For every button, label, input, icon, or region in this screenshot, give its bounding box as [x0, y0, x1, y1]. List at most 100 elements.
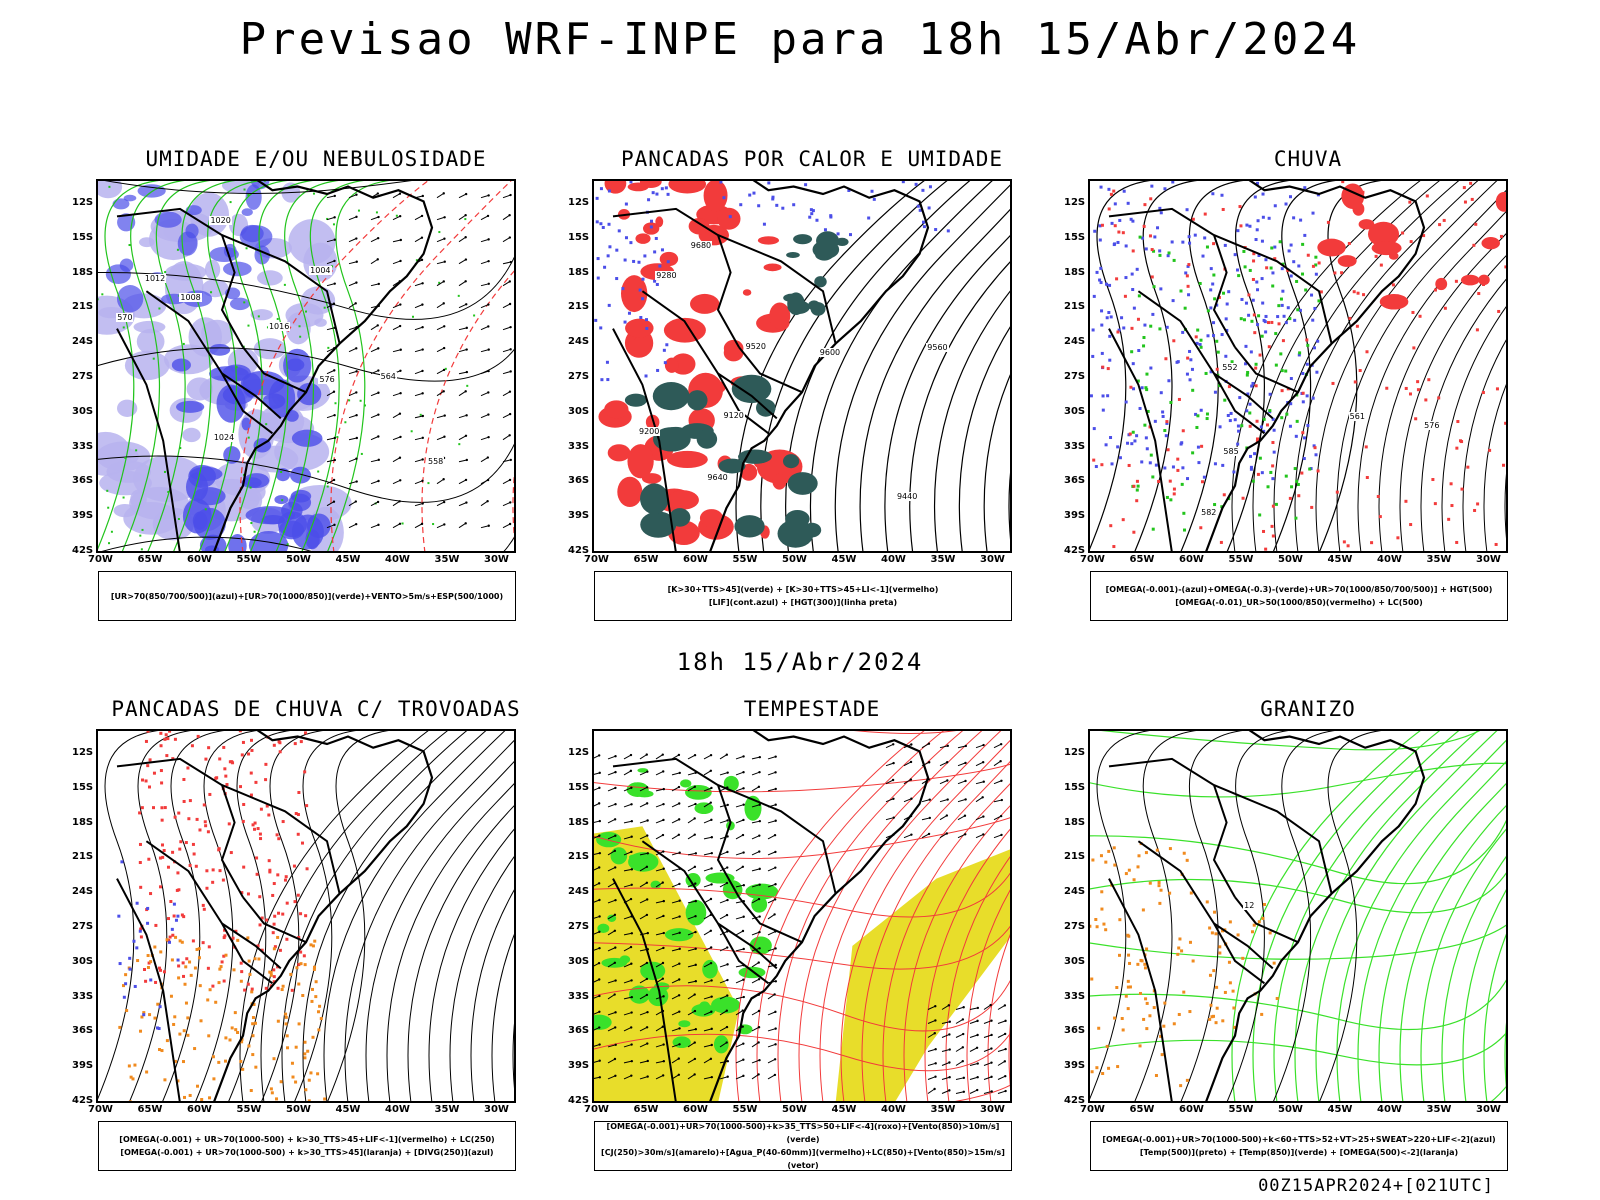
- field-dot: [1116, 330, 1120, 334]
- wind-vector-head: [1003, 1060, 1007, 1063]
- wind-vector-head: [646, 819, 649, 822]
- field-dot: [1261, 192, 1265, 196]
- wind-vector: [392, 193, 401, 199]
- country-border: [242, 896, 307, 944]
- field-dot: [156, 1026, 160, 1030]
- field-dot: [645, 326, 649, 330]
- field-dot: [295, 966, 299, 970]
- field-dot: [1248, 224, 1252, 228]
- field-dot: [184, 841, 188, 845]
- field-dot: [128, 967, 132, 971]
- longitude-label: 60W: [1179, 554, 1204, 565]
- field-dot: [280, 470, 283, 473]
- wind-vector: [639, 771, 648, 776]
- wind-vector-head: [726, 803, 729, 807]
- field-blob: [738, 449, 772, 464]
- wind-vector: [655, 962, 664, 968]
- wind-vector-head: [508, 478, 512, 482]
- field-dot: [182, 777, 186, 781]
- field-dot: [290, 988, 294, 992]
- wind-vector-head: [773, 833, 777, 837]
- field-dot: [1169, 400, 1173, 404]
- wind-vector-head: [773, 913, 776, 916]
- field-dot: [1092, 427, 1096, 431]
- field-dot: [178, 847, 182, 851]
- field-dot: [135, 449, 138, 452]
- panel-title: UMIDADE E/OU NEBULOSIDADE: [145, 147, 487, 171]
- field-dot: [1107, 187, 1111, 191]
- field-blob: [241, 477, 262, 488]
- field-dot: [1217, 295, 1221, 299]
- field-dot: [272, 1057, 276, 1061]
- wind-vector-head: [377, 215, 380, 219]
- field-dot: [1248, 402, 1252, 406]
- wind-vector-head: [757, 961, 760, 964]
- wind-vector-head: [598, 946, 601, 950]
- wind-vector-head: [758, 867, 761, 871]
- wind-vector: [639, 914, 648, 920]
- field-dot: [159, 968, 163, 972]
- wind-vector: [607, 867, 616, 872]
- wind-vector: [639, 786, 648, 792]
- wind-vector: [458, 303, 467, 309]
- field-dot: [1460, 487, 1464, 491]
- field-dot: [1199, 345, 1203, 349]
- field-dot: [163, 737, 167, 741]
- field-dot: [1100, 323, 1104, 327]
- field-dot: [232, 968, 236, 972]
- field-dot: [1244, 362, 1248, 366]
- field-dot: [1154, 463, 1158, 467]
- field-dot: [1449, 482, 1453, 486]
- field-dot: [264, 762, 268, 766]
- field-dot: [1225, 328, 1229, 332]
- field-dot: [177, 518, 180, 521]
- contour-line: [1441, 303, 1508, 553]
- wind-vector: [751, 1042, 759, 1048]
- field-dot: [658, 264, 662, 268]
- wind-vector-head: [693, 753, 697, 757]
- field-blob: [175, 400, 205, 413]
- wind-vector: [703, 787, 712, 792]
- field-dot: [655, 192, 659, 196]
- wind-vector: [623, 963, 632, 968]
- field-blob: [734, 515, 765, 538]
- field-blob: [597, 923, 610, 934]
- field-dot: [195, 1084, 199, 1088]
- field-dot: [359, 399, 362, 402]
- wind-vector-head: [710, 836, 714, 839]
- field-dot: [1089, 394, 1093, 398]
- contour-line: [1179, 729, 1265, 1103]
- field-blob: [808, 300, 821, 311]
- field-dot: [1233, 418, 1237, 422]
- wind-vector-head: [333, 369, 336, 372]
- field-dot: [1209, 370, 1213, 374]
- field-dot: [1118, 918, 1122, 922]
- field-dot: [135, 901, 139, 905]
- wind-vector-head: [947, 1004, 951, 1007]
- field-dot: [303, 1056, 307, 1060]
- wind-vector-head: [464, 214, 467, 217]
- wind-vector-head: [355, 370, 358, 373]
- field-dot: [1289, 377, 1293, 381]
- contour-line: [819, 729, 1004, 1103]
- contour-line: [1179, 179, 1265, 553]
- country-border: [242, 346, 307, 394]
- wind-vector-head: [990, 1090, 993, 1093]
- field-dot: [164, 733, 168, 737]
- field-dot: [918, 208, 922, 212]
- wind-vector-head: [757, 1009, 761, 1013]
- wind-vector-head: [694, 1028, 698, 1031]
- wind-vector: [370, 237, 379, 243]
- wind-vector: [326, 524, 335, 529]
- field-dot: [305, 310, 308, 313]
- wind-vector-head: [910, 833, 913, 836]
- wind-vector-head: [976, 1088, 979, 1092]
- wind-vector-head: [742, 947, 745, 951]
- field-dot: [135, 946, 139, 950]
- wind-vector-head: [709, 753, 713, 757]
- field-dot: [1188, 241, 1192, 245]
- field-dot: [200, 1098, 204, 1102]
- wind-vector: [735, 964, 744, 968]
- field-dot: [243, 301, 246, 304]
- wind-vector-head: [598, 994, 601, 998]
